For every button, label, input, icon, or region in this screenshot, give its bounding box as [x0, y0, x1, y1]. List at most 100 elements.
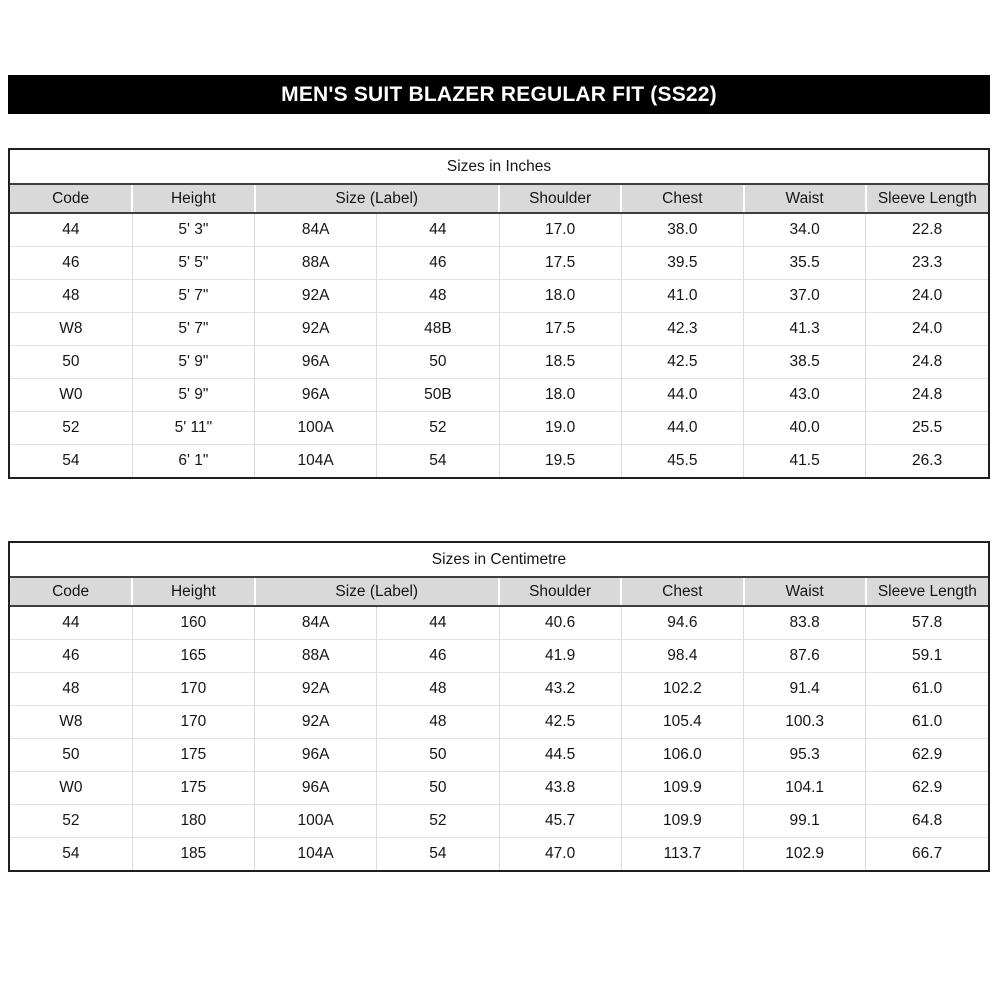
- table-cell: 24.8: [865, 345, 988, 379]
- table-cell: 96A: [254, 345, 378, 379]
- table-cell: 104.1: [743, 771, 867, 805]
- table-cell: 87.6: [743, 639, 867, 673]
- table-body: 44 160 84A 44 40.6 94.6 83.8 57.8 46 165 88A 46 41.9…: [10, 606, 988, 870]
- table-cell: 43.0: [743, 378, 867, 412]
- table-cell: 18.0: [499, 279, 622, 313]
- table-cell: 52: [10, 411, 133, 445]
- table-row: 52 5' 11" 100A 52 19.0 44.0 40.0 25.5: [10, 411, 988, 445]
- table-cell: 170: [132, 672, 256, 706]
- page-title: MEN'S SUIT BLAZER REGULAR FIT (SS22): [281, 82, 717, 106]
- table-cell: 88A: [254, 639, 378, 673]
- table-cell: 92A: [254, 672, 378, 706]
- table-cell: 62.9: [865, 771, 988, 805]
- table-cell: 44: [10, 213, 133, 247]
- table-row: W8 5' 7" 92A 48B 17.5 42.3 41.3 24.0: [10, 312, 988, 346]
- table-cell: 92A: [254, 279, 378, 313]
- table-row: 46 165 88A 46 41.9 98.4 87.6 59.1: [10, 639, 988, 673]
- table-cell: 52: [376, 411, 500, 445]
- table-cell: 48: [376, 279, 500, 313]
- inches-table-grid: Code Height Size (Label) Shoulder Chest …: [10, 183, 988, 477]
- table-cell: 47.0: [499, 837, 622, 870]
- table-cell: 175: [132, 738, 256, 772]
- table-cell: 96A: [254, 378, 378, 412]
- table-cell: 46: [10, 639, 133, 673]
- table-cell: 17.5: [499, 246, 622, 280]
- table-cell: 104A: [254, 837, 378, 870]
- table-cell: 39.5: [621, 246, 745, 280]
- table-cell: 100.3: [743, 705, 867, 739]
- table-cell: 19.5: [499, 444, 622, 477]
- table-cell: 6' 1": [132, 444, 256, 477]
- table-cell: 44.0: [621, 378, 745, 412]
- table-cell: 61.0: [865, 672, 988, 706]
- column-header-code: Code: [10, 183, 133, 214]
- table-cell: 165: [132, 639, 256, 673]
- column-header-chest: Chest: [620, 183, 744, 214]
- table-cell: 43.8: [499, 771, 622, 805]
- table-cell: 175: [132, 771, 256, 805]
- table-cell: 104A: [254, 444, 378, 477]
- table-title: Sizes in Centimetre: [10, 543, 988, 576]
- column-header-size-label: Size (Label): [253, 183, 499, 214]
- table-cell: 106.0: [621, 738, 745, 772]
- column-header-code: Code: [10, 576, 133, 607]
- table-cell: 44.5: [499, 738, 622, 772]
- table-row: 44 160 84A 44 40.6 94.6 83.8 57.8: [10, 606, 988, 640]
- table-cell: 48: [376, 705, 500, 739]
- table-cell: 84A: [254, 213, 378, 247]
- table-cell: W8: [10, 312, 133, 346]
- table-cell: 5' 5": [132, 246, 256, 280]
- table-cell: 48: [376, 672, 500, 706]
- table-cell: 54: [376, 444, 500, 477]
- table-cell: 54: [10, 444, 133, 477]
- column-header-sleeve-length: Sleeve Length: [864, 183, 988, 214]
- table-cell: 44: [10, 606, 133, 640]
- table-cell: 24.0: [865, 279, 988, 313]
- table-cell: 95.3: [743, 738, 867, 772]
- table-cell: 84A: [254, 606, 378, 640]
- table-cell: 34.0: [743, 213, 867, 247]
- table-cell: 100A: [254, 804, 378, 838]
- table-row: 46 5' 5" 88A 46 17.5 39.5 35.5 23.3: [10, 246, 988, 280]
- table-cell: 92A: [254, 705, 378, 739]
- table-row: 48 170 92A 48 43.2 102.2 91.4 61.0: [10, 672, 988, 706]
- table-cell: 26.3: [865, 444, 988, 477]
- table-cell: 5' 3": [132, 213, 256, 247]
- table-cell: 23.3: [865, 246, 988, 280]
- table-cell: 24.8: [865, 378, 988, 412]
- table-cell: 41.3: [743, 312, 867, 346]
- table-row: 48 5' 7" 92A 48 18.0 41.0 37.0 24.0: [10, 279, 988, 313]
- table-row: 54 6' 1" 104A 54 19.5 45.5 41.5 26.3: [10, 444, 988, 477]
- table-row: 44 5' 3" 84A 44 17.0 38.0 34.0 22.8: [10, 213, 988, 247]
- table-cell: 38.0: [621, 213, 745, 247]
- table-cell: 42.5: [499, 705, 622, 739]
- table-cell: 99.1: [743, 804, 867, 838]
- table-cell: 5' 9": [132, 378, 256, 412]
- table-cell: 105.4: [621, 705, 745, 739]
- table-cell: 88A: [254, 246, 378, 280]
- column-header-height: Height: [131, 183, 255, 214]
- table-cell: 5' 7": [132, 312, 256, 346]
- table-cell: 48: [10, 279, 133, 313]
- table-cell: 5' 11": [132, 411, 256, 445]
- table-cell: 180: [132, 804, 256, 838]
- table-cell: 46: [10, 246, 133, 280]
- table-cell: 54: [376, 837, 500, 870]
- table-cell: 17.5: [499, 312, 622, 346]
- table-cell: 83.8: [743, 606, 867, 640]
- table-cell: 48: [10, 672, 133, 706]
- table-cell: 100A: [254, 411, 378, 445]
- table-cell: 42.5: [621, 345, 745, 379]
- table-cell: W8: [10, 705, 133, 739]
- table-cell: 37.0: [743, 279, 867, 313]
- table-cell: 50: [10, 345, 133, 379]
- brand-banner: MEN'S SUIT BLAZER REGULAR FIT (SS22): [8, 75, 990, 114]
- table-cell: 92A: [254, 312, 378, 346]
- table-cell: 45.7: [499, 804, 622, 838]
- table-cell: 160: [132, 606, 256, 640]
- table-cell: W0: [10, 378, 133, 412]
- column-header-shoulder: Shoulder: [497, 183, 622, 214]
- table-cell: 22.8: [865, 213, 988, 247]
- table-cell: 50: [376, 345, 500, 379]
- column-header-sleeve-length: Sleeve Length: [864, 576, 988, 607]
